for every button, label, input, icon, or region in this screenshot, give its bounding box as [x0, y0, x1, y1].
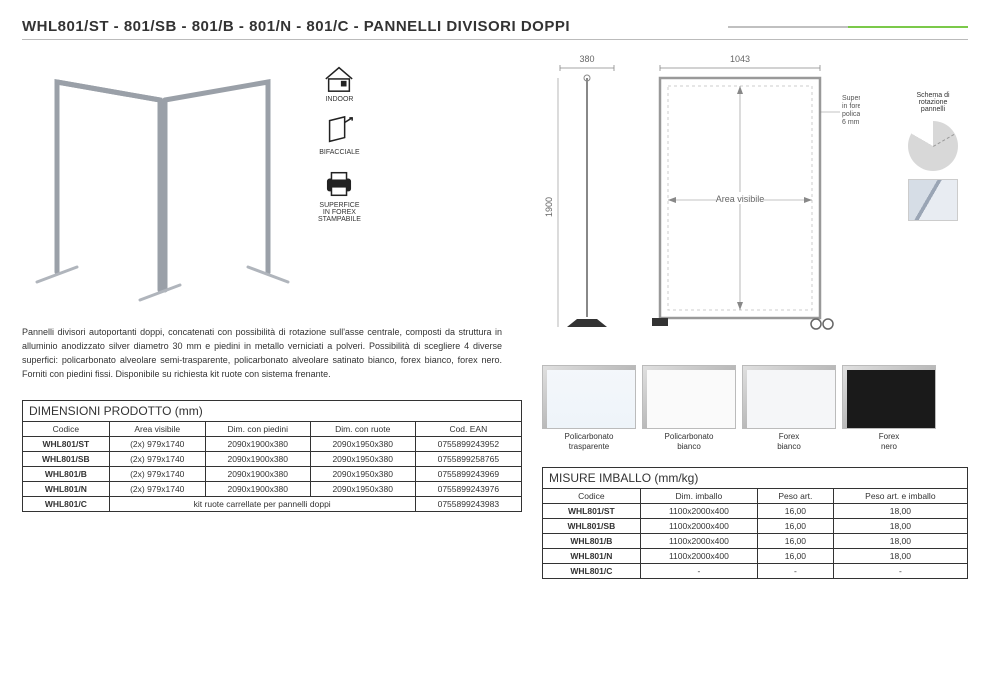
- table-title: DIMENSIONI PRODOTTO (mm): [23, 400, 522, 421]
- bifacciale-icon: BIFACCIALE: [319, 115, 359, 156]
- rotation-schema: Schema di rotazione pannelli: [898, 52, 968, 347]
- description: Pannelli divisori autoportanti doppi, co…: [22, 326, 502, 382]
- indoor-icon: INDOOR: [320, 62, 358, 103]
- right-column: 380 1900 1043: [542, 52, 968, 579]
- table-row: WHL801/B1100x2000x40016,0018,00: [543, 534, 968, 549]
- col-header: Dim. con piedini: [205, 421, 310, 436]
- packaging-table: MISURE IMBALLO (mm/kg) CodiceDim. imball…: [542, 467, 968, 579]
- table-row: WHL801/N(2x) 979x17402090x1900x3802090x1…: [23, 481, 522, 496]
- rotation-diagram-icon: [908, 121, 958, 171]
- swatch-label: Policarbonato bianco: [642, 432, 736, 451]
- page-title: WHL801/ST - 801/SB - 801/B - 801/N - 801…: [22, 18, 570, 35]
- table-row: WHL801/SB1100x2000x40016,0018,00: [543, 519, 968, 534]
- material-swatch: Forex bianco: [742, 365, 836, 451]
- swatch-image: [542, 365, 636, 429]
- table-row: WHL801/Ckit ruote carrellate per pannell…: [23, 496, 522, 511]
- dimensions-table: DIMENSIONI PRODOTTO (mm) CodiceArea visi…: [22, 400, 522, 512]
- svg-text:380: 380: [579, 54, 594, 64]
- col-header: Dim. con ruote: [310, 421, 415, 436]
- table-row: WHL801/C---: [543, 564, 968, 579]
- technical-drawings: 380 1900 1043: [542, 52, 968, 347]
- col-header: Codice: [543, 489, 641, 504]
- left-column: INDOOR BIFACCIALE SUPERFICE IN FOREX STA…: [22, 52, 522, 579]
- table-row: WHL801/N1100x2000x40016,0018,00: [543, 549, 968, 564]
- material-swatch: Forex nero: [842, 365, 936, 451]
- swatch-image: [742, 365, 836, 429]
- col-header: Cod. EAN: [415, 421, 521, 436]
- side-view-drawing: 380 1900: [542, 52, 632, 347]
- material-swatch: Policarbonato trasparente: [542, 365, 636, 451]
- rotation-photo-thumb: [908, 179, 958, 221]
- material-swatches: Policarbonato trasparente Policarbonato b…: [542, 365, 968, 451]
- swatch-image: [842, 365, 936, 429]
- product-image: [22, 52, 302, 312]
- divider: [22, 39, 968, 40]
- table-row: WHL801/ST1100x2000x40016,0018,00: [543, 504, 968, 519]
- col-header: Area visibile: [109, 421, 205, 436]
- svg-text:Superficein forex opolicarbona: Superficein forex opolicarbonato6 mm: [842, 95, 860, 126]
- material-swatch: Policarbonato bianco: [642, 365, 736, 451]
- accent-line: [728, 26, 968, 28]
- main-content: INDOOR BIFACCIALE SUPERFICE IN FOREX STA…: [22, 52, 968, 579]
- feature-icons: INDOOR BIFACCIALE SUPERFICE IN FOREX STA…: [318, 52, 361, 312]
- visual-row: INDOOR BIFACCIALE SUPERFICE IN FOREX STA…: [22, 52, 522, 312]
- table-title: MISURE IMBALLO (mm/kg): [543, 468, 968, 489]
- table-row: WHL801/B(2x) 979x17402090x1900x3802090x1…: [23, 466, 522, 481]
- swatch-label: Policarbonato trasparente: [542, 432, 636, 451]
- table-row: WHL801/ST(2x) 979x17402090x1900x3802090x…: [23, 436, 522, 451]
- page-header: WHL801/ST - 801/SB - 801/B - 801/N - 801…: [22, 18, 968, 35]
- table-row: WHL801/SB(2x) 979x17402090x1900x3802090x…: [23, 451, 522, 466]
- col-header: Peso art.: [758, 489, 834, 504]
- col-header: Dim. imballo: [640, 489, 757, 504]
- svg-text:Area visibile: Area visibile: [716, 194, 765, 204]
- swatch-label: Forex bianco: [742, 432, 836, 451]
- svg-text:1043: 1043: [730, 54, 750, 64]
- swatch-image: [642, 365, 736, 429]
- front-view-drawing: 1043 Area visibile Superficein forex: [640, 52, 890, 347]
- svg-text:1900: 1900: [544, 197, 554, 217]
- col-header: Peso art. e imballo: [833, 489, 967, 504]
- stampabile-icon: SUPERFICE IN FOREX STAMPABILE: [318, 168, 361, 223]
- col-header: Codice: [23, 421, 110, 436]
- swatch-label: Forex nero: [842, 432, 936, 451]
